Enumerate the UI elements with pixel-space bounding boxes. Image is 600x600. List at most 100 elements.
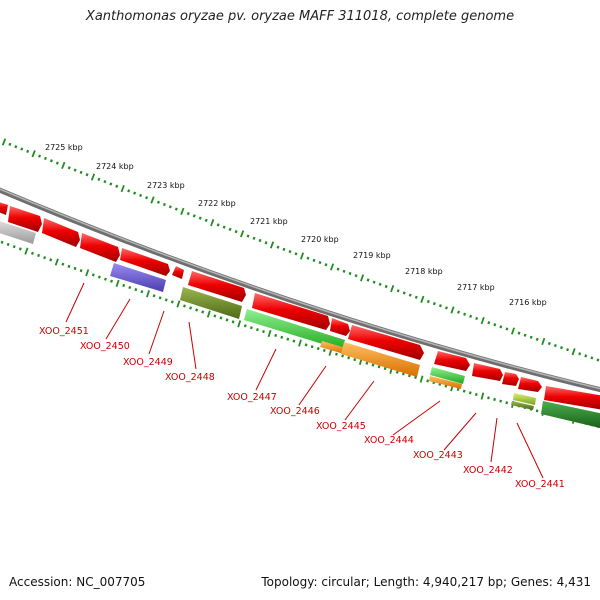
minor-tick: [26, 149, 30, 154]
major-tick: [269, 241, 275, 249]
minor-tick: [249, 326, 253, 330]
minor-tick: [560, 346, 563, 350]
minor-tick: [103, 277, 107, 281]
minor-tick: [408, 374, 411, 378]
minor-tick: [85, 173, 89, 177]
gene-block-purple[interactable]: [110, 263, 166, 292]
minor-tick: [566, 348, 570, 352]
gene-block-olive-thin[interactable]: [511, 401, 534, 410]
gene-arrow[interactable]: [330, 318, 350, 336]
gene-arrow[interactable]: [172, 266, 184, 279]
minor-tick: [216, 223, 220, 227]
minor-tick: [312, 258, 316, 262]
minor-tick: [396, 289, 400, 293]
minor-tick: [426, 379, 430, 383]
gene-label[interactable]: XOO_2450: [80, 341, 130, 352]
minor-tick: [14, 145, 18, 149]
gene-arrow[interactable]: [8, 206, 42, 232]
gene-label[interactable]: XOO_2445: [316, 421, 366, 432]
minor-tick: [204, 218, 208, 222]
minor-tick: [371, 363, 375, 367]
minor-tick: [457, 310, 461, 314]
major-tick: [31, 150, 36, 158]
gene-arrow[interactable]: [252, 293, 330, 330]
major-tick: [146, 290, 150, 298]
major-tick: [1, 138, 7, 146]
minor-tick: [8, 142, 12, 146]
gene-arrow[interactable]: [472, 363, 503, 381]
minor-tick: [228, 227, 232, 231]
gene-arrow[interactable]: [42, 218, 80, 247]
minor-tick: [122, 283, 126, 288]
minor-tick: [192, 214, 196, 218]
kbp-ruler-labels: 2725 kbp 2724 kbp 2723 kbp 2722 kbp 2721 kbp…: [45, 143, 547, 307]
gene-arrow[interactable]: [120, 248, 170, 276]
minor-tick: [354, 274, 358, 278]
gene-leader-line: [344, 380, 375, 421]
gene-block-yellow-green[interactable]: [513, 393, 536, 405]
minor-tick: [262, 330, 265, 334]
gene-label[interactable]: XOO_2451: [39, 326, 89, 337]
major-tick: [85, 269, 90, 277]
minor-tick: [97, 275, 101, 279]
minor-tick: [414, 295, 418, 299]
gene-block-dark-green[interactable]: [541, 401, 600, 429]
gene-leader-line: [188, 321, 197, 370]
gene-arrow[interactable]: [188, 271, 246, 302]
gene-block-orange-thin[interactable]: [429, 376, 462, 389]
major-tick: [90, 173, 96, 181]
gene-arrow[interactable]: [0, 201, 8, 215]
minor-tick: [274, 333, 278, 337]
gene-label[interactable]: XOO_2443: [413, 450, 463, 461]
minor-tick: [578, 352, 582, 356]
major-tick: [541, 337, 546, 346]
gene-label[interactable]: XOO_2442: [463, 465, 513, 476]
gene-block-gray[interactable]: [0, 220, 36, 244]
minor-tick: [493, 323, 497, 327]
gene-label[interactable]: XOO_2446: [270, 406, 320, 417]
minor-tick: [426, 299, 430, 304]
gene-leader-line: [298, 365, 327, 406]
minor-tick: [79, 269, 83, 273]
minor-tick: [20, 147, 24, 151]
minor-tick: [444, 306, 448, 310]
minor-tick: [183, 304, 186, 308]
minor-tick: [280, 335, 284, 339]
gene-arrow[interactable]: [502, 372, 519, 386]
minor-tick: [152, 294, 156, 298]
minor-tick: [318, 260, 322, 265]
minor-tick: [286, 337, 290, 341]
minor-tick: [168, 205, 172, 209]
minor-tick: [366, 278, 370, 282]
minor-tick: [535, 337, 539, 341]
gene-leader-line: [490, 417, 498, 463]
minor-tick: [276, 245, 280, 249]
minor-tick: [198, 216, 202, 220]
major-tick: [210, 219, 215, 227]
gene-block-light-green[interactable]: [244, 309, 345, 350]
gene-arrow[interactable]: [544, 386, 600, 410]
gene-arrow[interactable]: [80, 233, 120, 262]
gene-arrow[interactable]: [518, 377, 542, 392]
gene-block-light-green-small[interactable]: [430, 367, 465, 384]
gene-block-olive[interactable]: [180, 287, 242, 319]
gene-arrow[interactable]: [348, 325, 424, 360]
kbp-label: 2722 kbp: [198, 199, 236, 208]
minor-tick: [584, 354, 588, 358]
gene-arrow[interactable]: [434, 351, 470, 371]
major-tick: [54, 258, 59, 266]
map-title: Xanthomonas oryzae pv. oryzae MAFF 31101…: [85, 9, 515, 24]
gene-label[interactable]: XOO_2447: [227, 392, 277, 403]
minor-tick: [222, 225, 226, 229]
minor-tick: [37, 253, 41, 258]
gene-block-orange[interactable]: [341, 342, 420, 377]
gene-block-orange-small[interactable]: [320, 341, 346, 354]
minor-tick: [213, 314, 217, 318]
major-tick: [480, 392, 485, 400]
gene-label[interactable]: XOO_2449: [123, 357, 173, 368]
minor-tick: [145, 196, 149, 200]
gene-label[interactable]: XOO_2448: [165, 372, 215, 383]
major-tick: [176, 300, 181, 308]
gene-label[interactable]: XOO_2444: [364, 435, 414, 446]
gene-label[interactable]: XOO_2441: [515, 479, 565, 490]
